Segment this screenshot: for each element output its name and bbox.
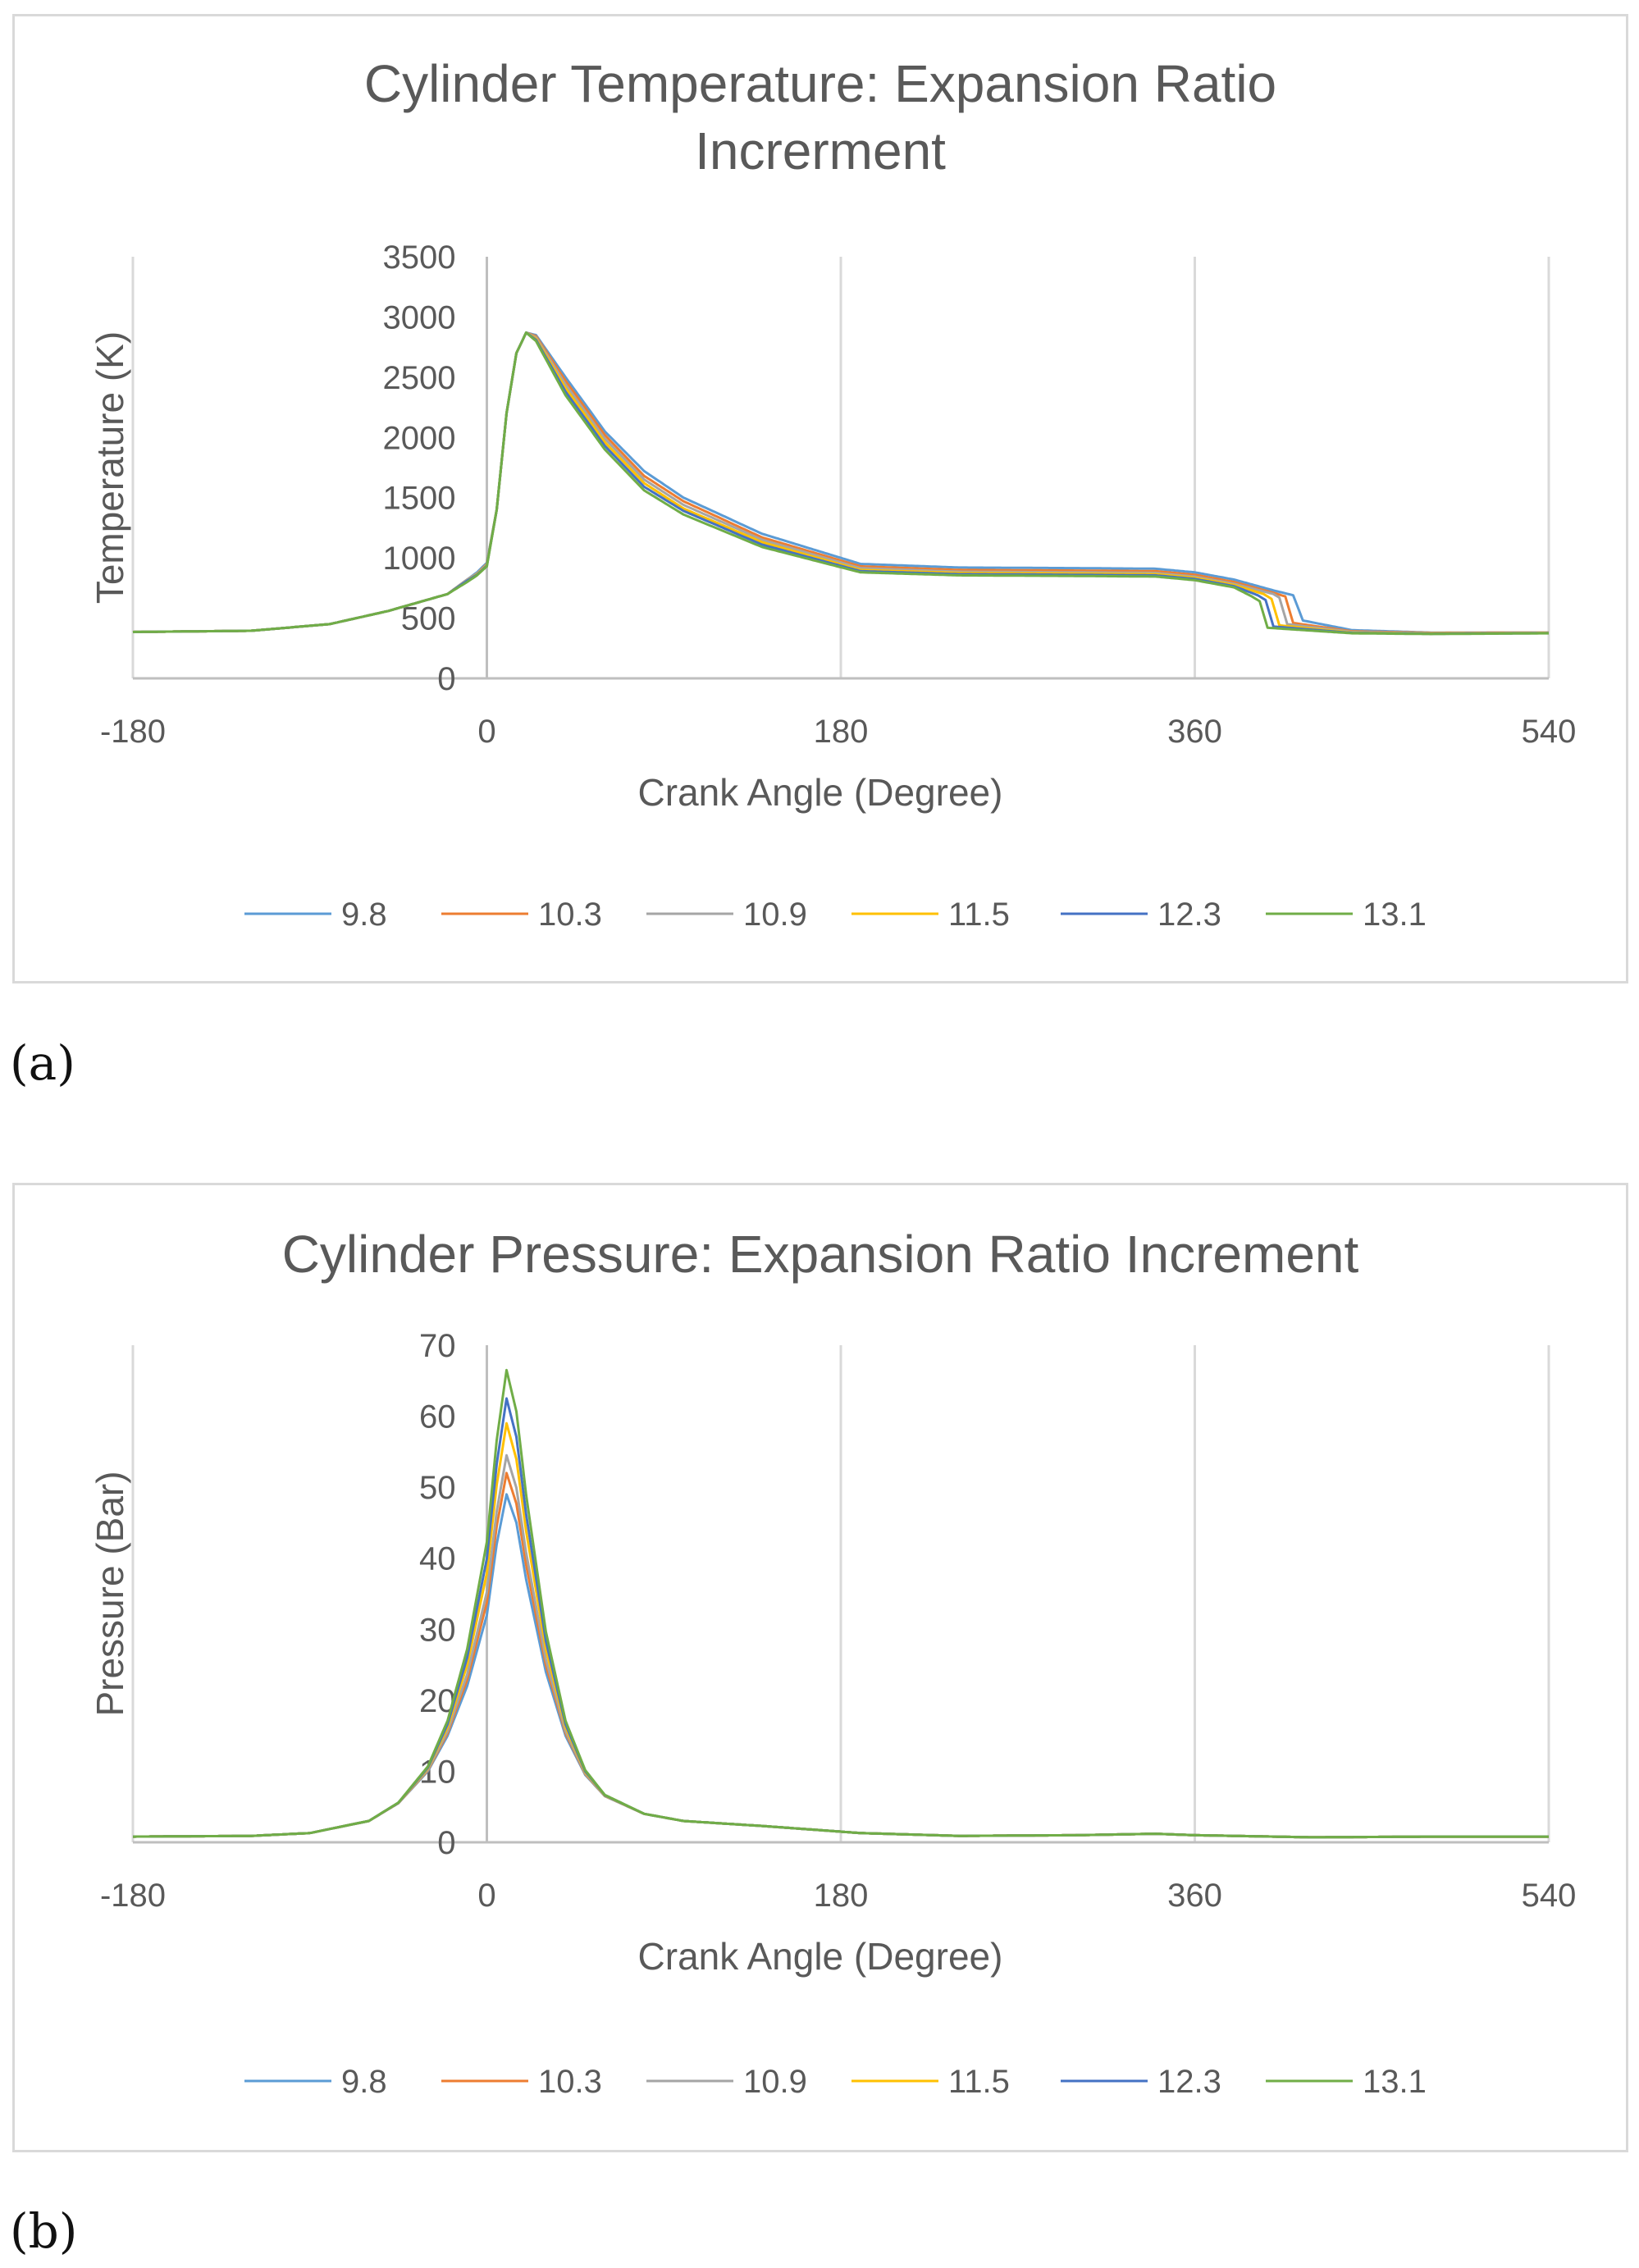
x-tick-label-360: 360 bbox=[1167, 1878, 1222, 1914]
x-tick-label-0: 0 bbox=[477, 1878, 495, 1914]
x-tick-label-0: 0 bbox=[477, 714, 495, 750]
legend-label-10-3: 10.3 bbox=[538, 2064, 602, 2100]
chart-panel-pressure: Cylinder Pressure: Expansion Ratio Incre… bbox=[12, 1183, 1628, 2152]
legend-label-13-1: 13.1 bbox=[1363, 2064, 1427, 2100]
legend-label-11-5: 11.5 bbox=[948, 2064, 1010, 2100]
chart-title-line-1: Cylinder Pressure: Expansion Ratio Incre… bbox=[282, 1225, 1359, 1284]
legend-label-10-3: 10.3 bbox=[538, 897, 602, 933]
y-tick-label-0: 0 bbox=[437, 661, 455, 697]
legend-label-12-3: 12.3 bbox=[1157, 2064, 1221, 2100]
y-tick-label-2000: 2000 bbox=[383, 420, 456, 456]
x-tick-label-540: 540 bbox=[1522, 1878, 1577, 1914]
y-tick-label-3500: 3500 bbox=[383, 240, 456, 276]
y-tick-label-2500: 2500 bbox=[383, 360, 456, 396]
legend-label-9-8: 9.8 bbox=[341, 897, 387, 933]
x-tick-label-360: 360 bbox=[1167, 714, 1222, 750]
x-tick-label-180: 180 bbox=[814, 1878, 869, 1914]
legend-label-11-5: 11.5 bbox=[948, 897, 1010, 933]
legend-label-10-9: 10.9 bbox=[743, 2064, 807, 2100]
series-line-13-1 bbox=[133, 1368, 1549, 1839]
panel-label-a: (a) bbox=[10, 1035, 75, 1091]
pressure-chart: Cylinder Pressure: Expansion Ratio Incre… bbox=[89, 1225, 1577, 2100]
x-axis-label: Crank Angle (Degree) bbox=[638, 771, 1003, 814]
x-tick-label--180: -180 bbox=[100, 1878, 166, 1914]
panel-label-b: (b) bbox=[10, 2203, 78, 2259]
chart-title-line-2: Increrment bbox=[695, 121, 946, 180]
y-tick-label-30: 30 bbox=[419, 1612, 456, 1648]
y-tick-label-500: 500 bbox=[401, 601, 456, 637]
y-tick-label-60: 60 bbox=[419, 1399, 456, 1435]
x-tick-label-180: 180 bbox=[814, 714, 869, 750]
y-axis-label: Pressure (Bar) bbox=[89, 1471, 131, 1716]
legend-label-13-1: 13.1 bbox=[1363, 897, 1427, 933]
y-axis-label: Temperature (K) bbox=[89, 331, 131, 604]
y-tick-label-40: 40 bbox=[419, 1541, 456, 1577]
x-axis-label: Crank Angle (Degree) bbox=[638, 1935, 1003, 1978]
series-line-13-1 bbox=[132, 331, 1549, 636]
legend-label-10-9: 10.9 bbox=[743, 897, 807, 933]
temperature-chart: Cylinder Temperature: Expansion Ratio Inc… bbox=[89, 54, 1577, 933]
legend-label-9-8: 9.8 bbox=[341, 2064, 387, 2100]
y-tick-label-3000: 3000 bbox=[383, 299, 456, 335]
x-tick-label-540: 540 bbox=[1522, 714, 1577, 750]
y-tick-label-1500: 1500 bbox=[383, 481, 456, 517]
y-tick-label-0: 0 bbox=[437, 1825, 455, 1861]
y-tick-label-70: 70 bbox=[419, 1328, 456, 1364]
chart-title-line-1: Cylinder Temperature: Expansion Ratio bbox=[364, 54, 1276, 113]
chart-panel-temperature: Cylinder Temperature: Expansion Ratio Inc… bbox=[12, 14, 1628, 983]
legend-label-12-3: 12.3 bbox=[1157, 897, 1221, 933]
y-tick-label-1000: 1000 bbox=[383, 541, 456, 577]
y-tick-label-50: 50 bbox=[419, 1470, 456, 1506]
x-tick-label--180: -180 bbox=[100, 714, 166, 750]
